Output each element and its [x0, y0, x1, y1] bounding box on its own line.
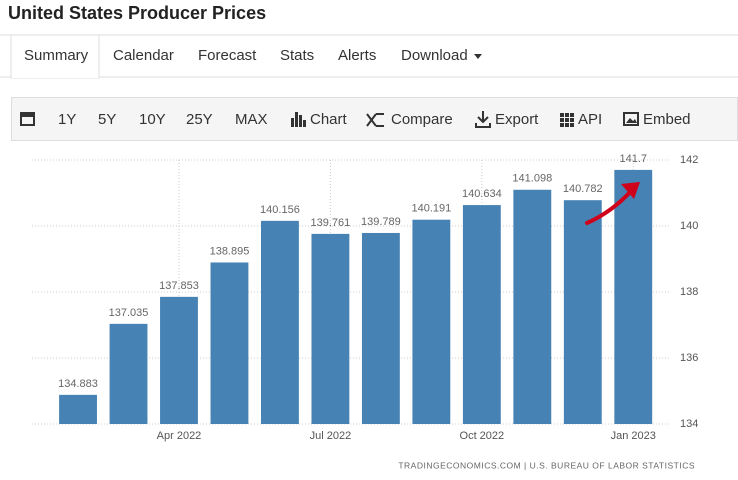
y-tick-label: 140	[680, 220, 698, 232]
bar	[210, 262, 249, 424]
toolbar-button[interactable]: 1Y	[58, 111, 76, 128]
value-label: 140.634	[462, 188, 502, 200]
tab[interactable]: Summary	[24, 47, 89, 64]
x-tick-label: Oct 2022	[460, 430, 505, 442]
bar	[513, 189, 552, 424]
toolbar-button[interactable]: 5Y	[98, 111, 116, 128]
compare-icon	[366, 113, 384, 127]
x-tick-label: Jul 2022	[310, 430, 352, 442]
value-label: 140.191	[411, 203, 451, 215]
value-label: 139.761	[311, 217, 351, 229]
bar	[563, 200, 602, 424]
bar	[614, 169, 653, 424]
bar	[109, 323, 148, 424]
bar	[160, 296, 198, 424]
value-label: 139.789	[361, 216, 401, 228]
export-icon	[475, 111, 491, 128]
toolbar	[11, 97, 738, 141]
toolbar-button[interactable]: 10Y	[139, 111, 166, 128]
value-label: 141.7	[619, 153, 647, 165]
y-tick-label: 136	[680, 352, 698, 364]
chart: 134 136 138 140 142 Apr 2022 Jul 2022 Oct 2022 J…	[32, 153, 698, 442]
toolbar-button[interactable]: Chart	[310, 111, 348, 128]
y-tick-label: 138	[680, 286, 698, 298]
y-tick-label: 142	[680, 154, 698, 166]
y-tick-label: 134	[680, 418, 698, 430]
bar	[59, 394, 97, 424]
toolbar-button[interactable]: Export	[495, 111, 539, 128]
chart-icon	[291, 112, 306, 127]
x-tick-label: Apr 2022	[157, 430, 202, 442]
calendar-icon[interactable]	[20, 112, 35, 126]
x-tick-label: Jan 2023	[611, 430, 656, 442]
api-icon	[560, 113, 574, 127]
value-label: 137.035	[109, 307, 149, 319]
value-label: 134.883	[58, 378, 98, 390]
embed-icon	[623, 112, 639, 126]
value-label: 138.895	[210, 245, 250, 257]
tab[interactable]: Calendar	[113, 47, 174, 64]
dropdown-caret	[474, 54, 482, 59]
value-label: 137.853	[159, 280, 199, 292]
value-label: 140.782	[563, 183, 603, 195]
page-title: United States Producer Prices	[8, 3, 266, 23]
tab[interactable]: Alerts	[338, 47, 376, 64]
chart-source: TRADINGECONOMICS.COM | U.S. BUREAU OF LA…	[398, 460, 695, 470]
bar	[361, 232, 400, 424]
toolbar-button[interactable]: Compare	[391, 111, 453, 128]
annotation-arrow	[585, 182, 640, 225]
toolbar-button[interactable]: Embed	[643, 111, 691, 128]
bar	[261, 220, 299, 424]
active-tab-box	[10, 34, 100, 79]
bar	[462, 205, 501, 424]
value-label: 141.098	[512, 173, 552, 185]
bar	[311, 233, 350, 424]
tab[interactable]: Stats	[280, 47, 314, 64]
bar	[412, 219, 451, 424]
toolbar-button[interactable]: MAX	[235, 111, 268, 128]
toolbar-button[interactable]: 25Y	[186, 111, 213, 128]
tab[interactable]: Forecast	[198, 47, 257, 64]
toolbar-button[interactable]: API	[578, 111, 602, 128]
tab[interactable]: Download	[401, 47, 468, 64]
value-label: 140.156	[260, 204, 300, 216]
